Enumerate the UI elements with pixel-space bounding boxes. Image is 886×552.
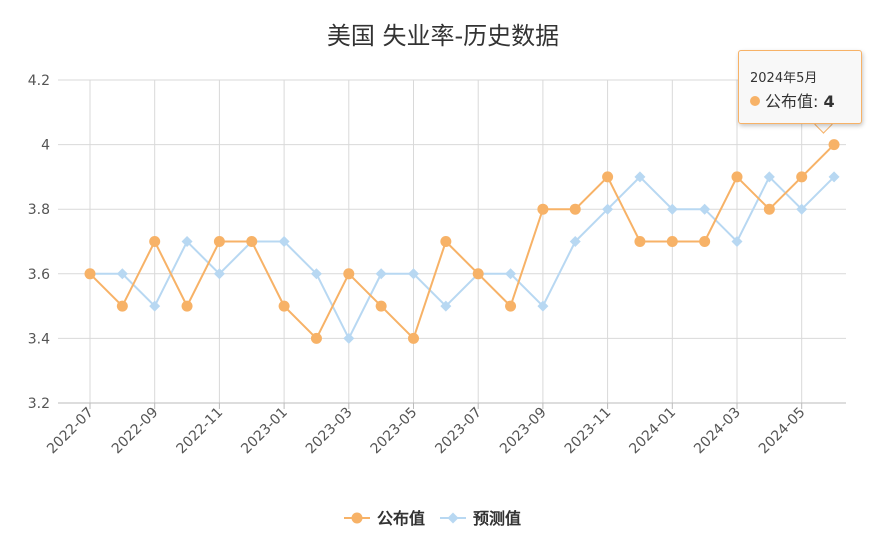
x-tick-label: 2023-01 — [238, 405, 291, 458]
x-tick-label: 2023-07 — [432, 405, 485, 458]
data-point — [181, 300, 193, 312]
legend-label: 预测值 — [473, 509, 521, 528]
series-line — [89, 143, 835, 341]
x-tick-label: 2023-05 — [368, 405, 421, 458]
data-point — [666, 203, 678, 215]
legend-marker — [447, 512, 459, 524]
data-point — [763, 203, 775, 215]
data-point — [213, 236, 225, 247]
legend-marker — [351, 512, 363, 524]
tooltip-date: 2024年5月 — [750, 71, 818, 86]
tooltip-row: 公布值: 4 — [750, 88, 835, 112]
data-point — [278, 300, 290, 312]
data-point — [310, 268, 322, 280]
data-point — [343, 268, 355, 280]
data-point — [149, 236, 161, 247]
tooltip: 2024年5月 公布值: 4 — [738, 50, 862, 124]
data-point — [505, 300, 517, 312]
data-point — [440, 236, 452, 247]
x-tick-label: 2022-07 — [44, 405, 97, 458]
y-tick-label: 3.8 — [28, 202, 50, 218]
x-tick-label: 2024-05 — [756, 405, 809, 458]
y-tick-label: 4.2 — [28, 73, 50, 89]
data-point — [505, 268, 517, 280]
data-point — [537, 300, 549, 312]
data-point — [375, 300, 387, 312]
data-point — [602, 171, 614, 183]
data-point — [213, 268, 225, 280]
data-point — [796, 203, 808, 215]
tooltip-value: 4 — [823, 92, 835, 111]
x-tick-label: 2023-09 — [497, 405, 550, 458]
y-tick-label: 3.6 — [28, 267, 50, 283]
data-point — [246, 236, 258, 247]
data-point — [699, 236, 711, 247]
data-point — [472, 268, 484, 280]
data-point — [731, 236, 743, 247]
data-point — [408, 268, 419, 280]
x-tick-label: 2022-11 — [174, 405, 227, 458]
y-tick-label: 4 — [41, 138, 50, 154]
data-point — [569, 203, 581, 215]
legend-label: 公布值 — [377, 509, 425, 528]
chart-title: 美国 失业率-历史数据 — [326, 22, 560, 50]
data-point — [537, 203, 549, 215]
data-point — [440, 300, 452, 312]
y-tick-label: 3.2 — [28, 396, 50, 412]
y-tick-label: 3.4 — [28, 331, 50, 347]
x-tick-label: 2023-11 — [562, 405, 615, 458]
data-point — [796, 171, 808, 183]
data-point — [828, 171, 840, 183]
tooltip-series-label: 公布值 — [765, 92, 814, 111]
data-point — [278, 236, 290, 247]
data-point — [375, 268, 387, 280]
data-point — [343, 332, 355, 344]
x-tick-label: 2024-03 — [691, 405, 744, 458]
data-point — [634, 171, 646, 183]
data-point — [569, 236, 581, 247]
tooltip-separator: : — [813, 92, 824, 111]
x-tick-label: 2023-03 — [303, 405, 356, 458]
data-point — [181, 236, 193, 247]
data-point — [149, 300, 161, 312]
data-point — [84, 268, 96, 280]
data-point — [666, 236, 678, 247]
data-point — [116, 268, 128, 280]
x-tick-label: 2024-01 — [626, 405, 679, 458]
data-point — [731, 171, 743, 183]
series-line — [90, 175, 835, 341]
tooltip-series-marker — [750, 96, 760, 106]
data-point — [116, 300, 128, 312]
x-tick-label: 2022-09 — [109, 405, 162, 458]
data-point — [310, 332, 322, 344]
data-point — [828, 139, 840, 151]
data-point — [699, 203, 711, 215]
data-point — [602, 203, 614, 215]
data-point — [408, 332, 419, 344]
data-point — [634, 236, 646, 247]
data-point — [763, 171, 775, 183]
